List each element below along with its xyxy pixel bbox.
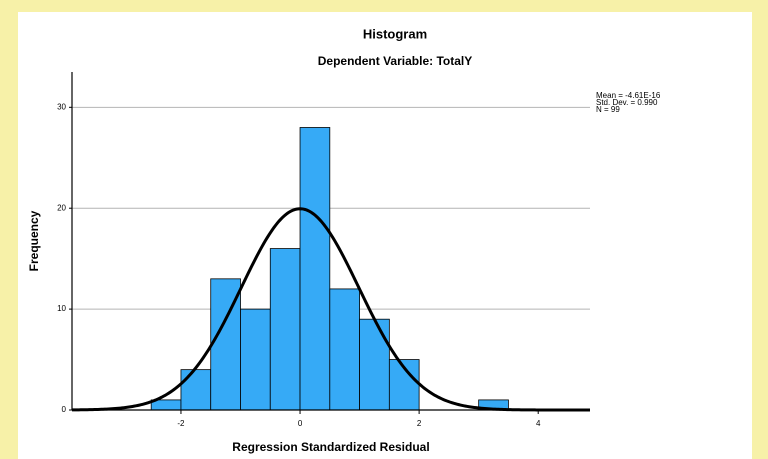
chart-subtitle: Dependent Variable: TotalY xyxy=(318,54,472,68)
chart-title: Histogram xyxy=(363,26,427,41)
x-tick-label: 4 xyxy=(536,419,541,428)
x-tick-label: -2 xyxy=(177,419,185,428)
stats-label: N = 99 xyxy=(596,105,620,114)
x-tick-label: 0 xyxy=(298,419,303,428)
bar xyxy=(359,318,390,411)
bar xyxy=(299,127,331,411)
x-axis-label: Regression Standardized Residual xyxy=(232,440,429,454)
bar xyxy=(240,308,271,411)
bar xyxy=(329,288,360,411)
x-tick-label: 2 xyxy=(417,419,422,428)
bar xyxy=(180,369,212,411)
bar xyxy=(269,248,301,411)
y-axis-label: Frequency xyxy=(27,210,41,271)
y-tick-label: 30 xyxy=(57,102,66,111)
stats-label: Mean = -4.61E-16 xyxy=(596,91,661,100)
y-tick-label: 20 xyxy=(57,203,66,212)
stats-label: Std. Dev. = 0.990 xyxy=(596,98,658,107)
y-tick-label: 0 xyxy=(62,405,67,414)
y-tick-label: 10 xyxy=(57,304,66,313)
